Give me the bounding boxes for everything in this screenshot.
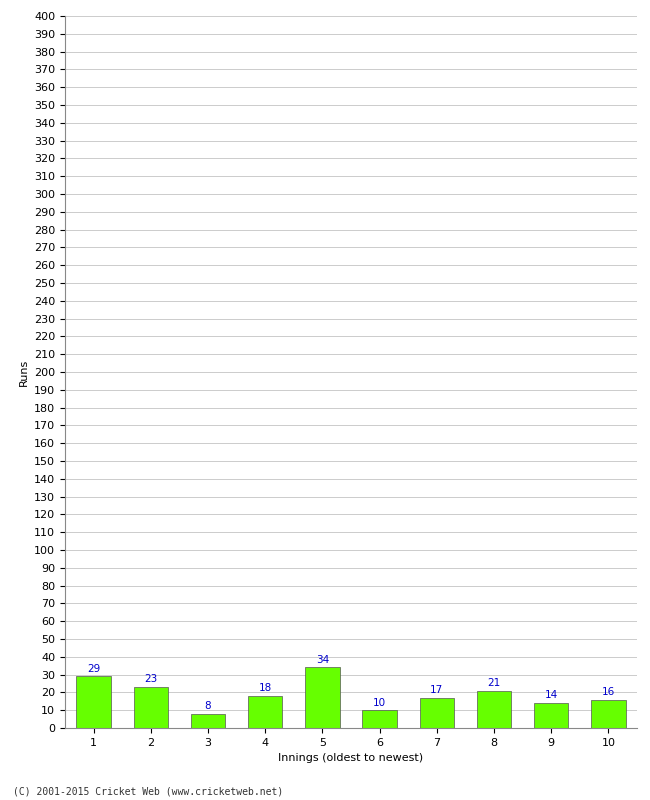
Bar bbox=[134, 687, 168, 728]
X-axis label: Innings (oldest to newest): Innings (oldest to newest) bbox=[278, 754, 424, 763]
Text: 10: 10 bbox=[373, 698, 386, 707]
Bar bbox=[191, 714, 225, 728]
Bar bbox=[77, 676, 111, 728]
Bar bbox=[477, 690, 511, 728]
Text: (C) 2001-2015 Cricket Web (www.cricketweb.net): (C) 2001-2015 Cricket Web (www.cricketwe… bbox=[13, 786, 283, 796]
Text: 17: 17 bbox=[430, 685, 443, 695]
Y-axis label: Runs: Runs bbox=[18, 358, 29, 386]
Text: 8: 8 bbox=[205, 701, 211, 711]
Bar bbox=[592, 699, 625, 728]
Text: 16: 16 bbox=[602, 687, 615, 697]
Bar bbox=[306, 667, 339, 728]
Bar bbox=[534, 703, 568, 728]
Text: 18: 18 bbox=[259, 683, 272, 694]
Text: 23: 23 bbox=[144, 674, 157, 684]
Text: 29: 29 bbox=[87, 664, 100, 674]
Bar bbox=[363, 710, 396, 728]
Text: 14: 14 bbox=[545, 690, 558, 701]
Text: 21: 21 bbox=[488, 678, 500, 688]
Text: 34: 34 bbox=[316, 655, 329, 665]
Bar bbox=[420, 698, 454, 728]
Bar bbox=[248, 696, 282, 728]
